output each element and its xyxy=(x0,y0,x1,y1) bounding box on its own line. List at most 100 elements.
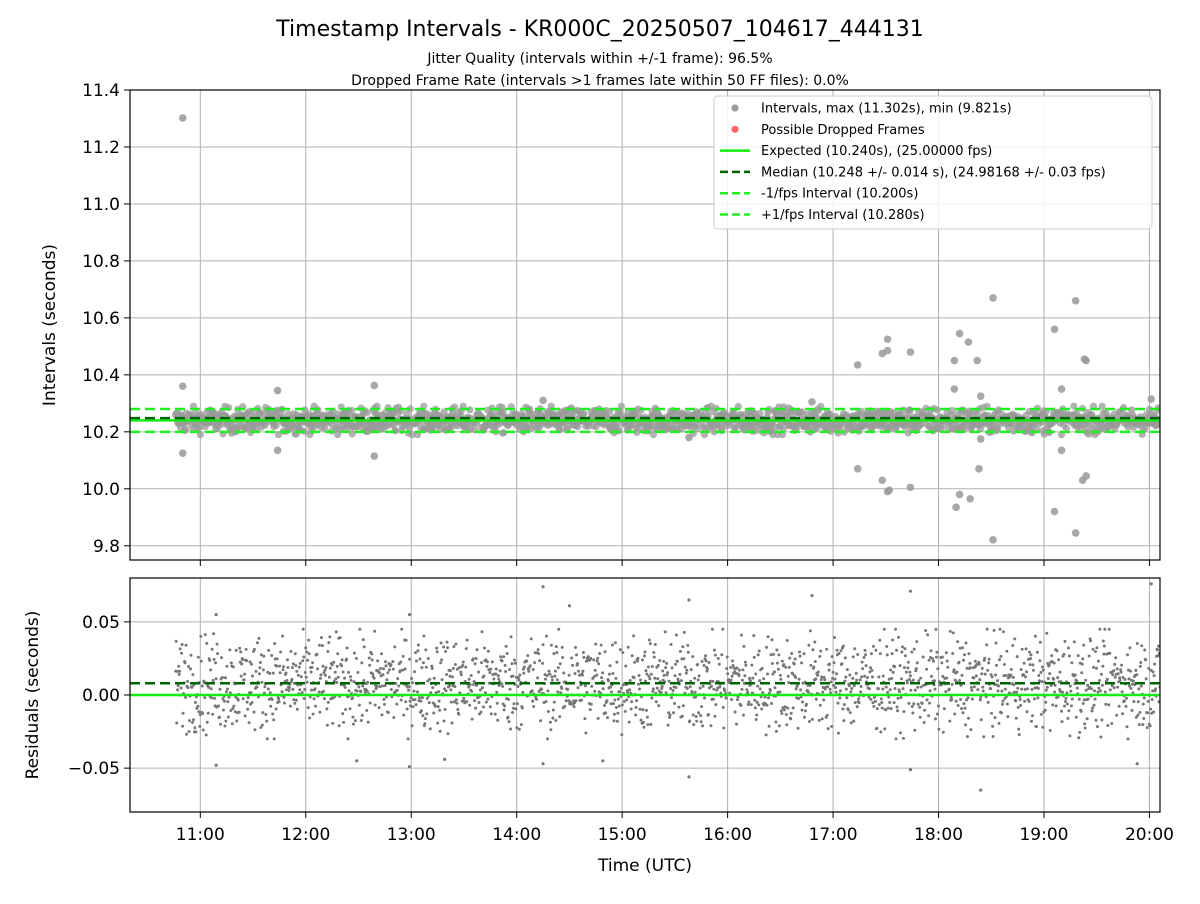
residual-point xyxy=(559,691,563,695)
residual-point xyxy=(894,627,898,631)
interval-outlier-point xyxy=(975,465,983,473)
residual-point xyxy=(271,671,275,675)
residual-point xyxy=(1086,683,1090,687)
residual-point xyxy=(544,634,548,638)
residual-point xyxy=(709,724,713,728)
residual-point xyxy=(283,701,287,705)
residual-point xyxy=(209,687,213,691)
residual-point xyxy=(1096,659,1100,663)
residual-point xyxy=(1113,662,1117,666)
residual-point xyxy=(810,717,814,721)
residual-point xyxy=(990,711,994,715)
residual-point xyxy=(226,715,230,719)
residual-point xyxy=(409,696,413,700)
residual-point xyxy=(433,704,437,708)
residual-point xyxy=(500,682,504,686)
residual-point xyxy=(661,669,665,673)
residual-point xyxy=(1038,640,1042,644)
residual-point xyxy=(964,698,968,702)
residual-point xyxy=(426,656,430,660)
residual-point xyxy=(379,666,383,670)
residual-point xyxy=(737,668,741,672)
residual-point xyxy=(326,700,330,704)
residual-point xyxy=(888,688,892,692)
residual-point xyxy=(550,678,554,682)
residual-point xyxy=(384,664,388,668)
residual-point xyxy=(322,671,326,675)
residual-point xyxy=(218,687,222,691)
residual-point xyxy=(715,688,719,692)
residual-point xyxy=(340,664,344,668)
residual-point xyxy=(997,721,1001,725)
residual-point xyxy=(479,710,483,714)
residual-point xyxy=(426,679,430,683)
residual-point xyxy=(201,728,205,732)
residual-point xyxy=(835,648,839,652)
residual-point xyxy=(983,656,987,660)
residual-point xyxy=(343,685,347,689)
residual-point xyxy=(834,686,838,690)
residual-point xyxy=(904,670,908,674)
residual-point xyxy=(783,705,787,709)
residual-point xyxy=(833,677,837,681)
interval-outlier-point xyxy=(178,449,187,457)
residual-point xyxy=(1120,690,1124,694)
residual-point xyxy=(341,712,345,716)
residual-point xyxy=(253,728,257,732)
residual-point xyxy=(1081,701,1085,705)
residual-point xyxy=(767,724,771,728)
interval-outlier-point xyxy=(976,392,985,401)
residual-point xyxy=(828,662,832,666)
residual-point xyxy=(310,665,314,669)
residual-point xyxy=(863,648,867,652)
residual-point xyxy=(1106,723,1110,727)
residual-point xyxy=(960,707,964,711)
residual-point xyxy=(658,659,662,663)
residual-point xyxy=(711,679,715,683)
residual-outlier-point xyxy=(541,762,545,766)
residual-point xyxy=(239,674,243,678)
residual-point xyxy=(962,658,966,662)
residual-point xyxy=(1066,716,1070,720)
residual-point xyxy=(1009,673,1013,677)
legend-label-expected: Expected (10.240s), (25.00000 fps) xyxy=(761,144,992,159)
residual-point xyxy=(982,735,986,739)
residual-point xyxy=(977,662,981,666)
residual-point xyxy=(758,687,762,691)
residual-point xyxy=(470,689,474,693)
residual-point xyxy=(651,690,655,694)
residual-point xyxy=(386,671,390,675)
residual-point xyxy=(709,684,713,688)
residual-point xyxy=(223,724,227,728)
interval-outlier-point xyxy=(178,382,187,391)
residual-point xyxy=(485,660,489,664)
residual-point xyxy=(1094,666,1098,670)
residual-point xyxy=(696,678,700,682)
residual-point xyxy=(626,645,630,649)
residual-point xyxy=(694,714,698,718)
residual-point xyxy=(516,676,520,680)
residual-point xyxy=(871,644,875,648)
residual-point xyxy=(321,689,325,693)
residual-point xyxy=(403,667,407,671)
residual-point xyxy=(673,662,677,666)
residual-point xyxy=(1051,703,1055,707)
x-tick-label: 17:00 xyxy=(809,825,858,845)
residual-point xyxy=(907,677,911,681)
residual-point xyxy=(250,662,254,666)
interval-outlier-point xyxy=(955,490,964,499)
residual-point xyxy=(930,674,934,678)
residual-point xyxy=(610,643,614,647)
residual-point xyxy=(419,699,423,703)
residual-point xyxy=(645,672,649,676)
interval-outlier-point xyxy=(1078,476,1087,485)
residual-point xyxy=(1065,702,1069,706)
residual-point xyxy=(940,661,944,665)
residual-point xyxy=(260,723,264,727)
residual-point xyxy=(485,664,489,668)
bottom-ylabel: Residuals (seconds) xyxy=(23,611,43,780)
residual-point xyxy=(493,712,497,716)
residual-point xyxy=(550,675,554,679)
residual-outlier-point xyxy=(355,759,359,763)
residual-point xyxy=(672,711,676,715)
